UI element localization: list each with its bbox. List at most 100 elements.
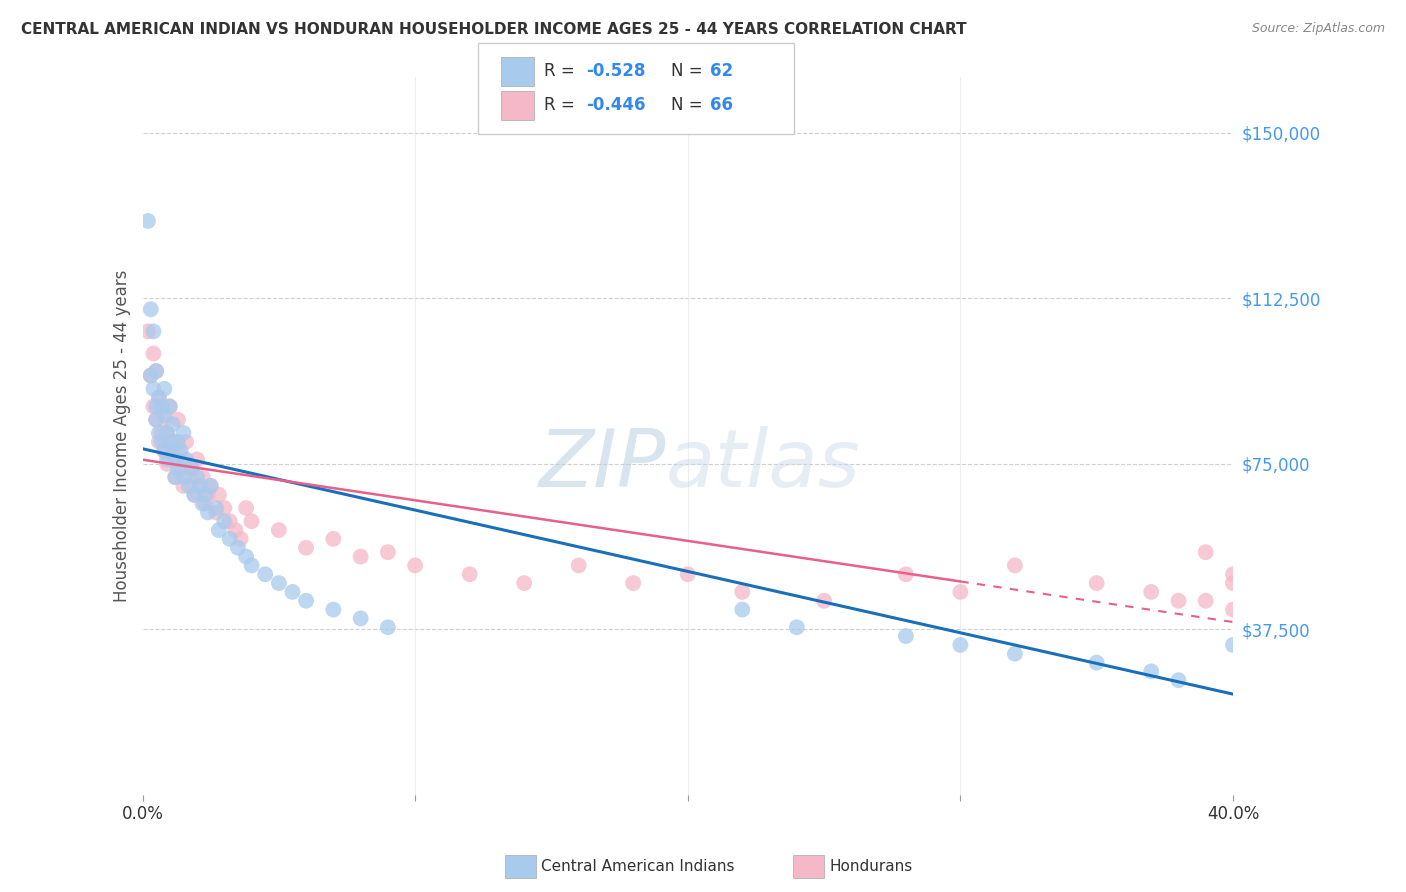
Point: [205, 501, 228, 516]
Point: [1140, 585, 1163, 599]
Text: N =: N =: [671, 96, 707, 114]
Text: -0.446: -0.446: [586, 96, 645, 114]
Point: [1140, 665, 1163, 679]
Point: [150, 425, 173, 440]
Point: [322, 602, 344, 616]
Point: [1195, 593, 1218, 607]
Text: N =: N =: [671, 62, 707, 80]
Point: [214, 514, 236, 528]
Point: [142, 400, 165, 414]
Text: ZIP: ZIP: [538, 426, 666, 504]
Point: [267, 523, 290, 537]
Point: [949, 638, 972, 652]
Point: [894, 567, 917, 582]
Point: [208, 523, 231, 537]
Point: [197, 505, 219, 519]
Point: [322, 532, 344, 546]
Point: [349, 549, 371, 564]
Point: [224, 523, 246, 537]
Point: [180, 461, 202, 475]
Point: [200, 479, 222, 493]
Point: [183, 488, 205, 502]
Point: [162, 443, 184, 458]
Point: [186, 452, 208, 467]
Point: [153, 382, 176, 396]
Point: [208, 488, 231, 502]
Y-axis label: Householder Income Ages 25 - 44 years: Householder Income Ages 25 - 44 years: [114, 270, 131, 602]
Point: [159, 434, 181, 449]
Point: [894, 629, 917, 643]
Point: [676, 567, 699, 582]
Point: [949, 585, 972, 599]
Point: [172, 470, 194, 484]
Point: [295, 541, 318, 555]
Text: Central American Indians: Central American Indians: [541, 859, 735, 873]
Point: [349, 611, 371, 625]
Point: [1085, 576, 1108, 591]
Text: 62: 62: [710, 62, 733, 80]
Point: [159, 434, 181, 449]
Point: [1222, 602, 1244, 616]
Point: [188, 479, 211, 493]
Point: [188, 479, 211, 493]
Point: [153, 443, 176, 458]
Point: [183, 488, 205, 502]
Point: [172, 479, 194, 493]
Text: Hondurans: Hondurans: [830, 859, 912, 873]
Point: [1004, 647, 1026, 661]
Point: [1004, 558, 1026, 573]
Point: [197, 488, 219, 502]
Text: R =: R =: [544, 96, 581, 114]
Point: [177, 470, 200, 484]
Point: [174, 434, 197, 449]
Point: [148, 434, 170, 449]
Point: [167, 443, 190, 458]
Point: [165, 452, 187, 467]
Point: [150, 400, 173, 414]
Point: [153, 443, 176, 458]
Point: [1167, 593, 1189, 607]
Point: [731, 602, 754, 616]
Point: [167, 461, 190, 475]
Text: atlas: atlas: [666, 426, 860, 504]
Point: [170, 461, 193, 475]
Point: [621, 576, 644, 591]
Point: [139, 368, 162, 383]
Point: [156, 425, 179, 440]
Point: [218, 514, 240, 528]
Point: [148, 391, 170, 405]
Text: CENTRAL AMERICAN INDIAN VS HONDURAN HOUSEHOLDER INCOME AGES 25 - 44 YEARS CORREL: CENTRAL AMERICAN INDIAN VS HONDURAN HOUS…: [21, 22, 967, 37]
Point: [170, 443, 193, 458]
Point: [153, 413, 176, 427]
Point: [159, 400, 181, 414]
Point: [1222, 567, 1244, 582]
Point: [194, 488, 217, 502]
Point: [165, 470, 187, 484]
Point: [139, 368, 162, 383]
Point: [377, 545, 399, 559]
Point: [162, 417, 184, 431]
Point: [191, 497, 214, 511]
Point: [295, 593, 318, 607]
Point: [205, 505, 228, 519]
Point: [180, 461, 202, 475]
Point: [200, 479, 222, 493]
Point: [377, 620, 399, 634]
Point: [145, 364, 167, 378]
Text: R =: R =: [544, 62, 581, 80]
Point: [1222, 638, 1244, 652]
Point: [172, 425, 194, 440]
Point: [235, 501, 257, 516]
Point: [813, 593, 835, 607]
Point: [172, 452, 194, 467]
Point: [731, 585, 754, 599]
Point: [174, 452, 197, 467]
Point: [226, 541, 249, 555]
Point: [235, 549, 257, 564]
Point: [240, 558, 263, 573]
Point: [165, 470, 187, 484]
Point: [194, 497, 217, 511]
Point: [156, 457, 179, 471]
Point: [186, 470, 208, 484]
Point: [142, 324, 165, 338]
